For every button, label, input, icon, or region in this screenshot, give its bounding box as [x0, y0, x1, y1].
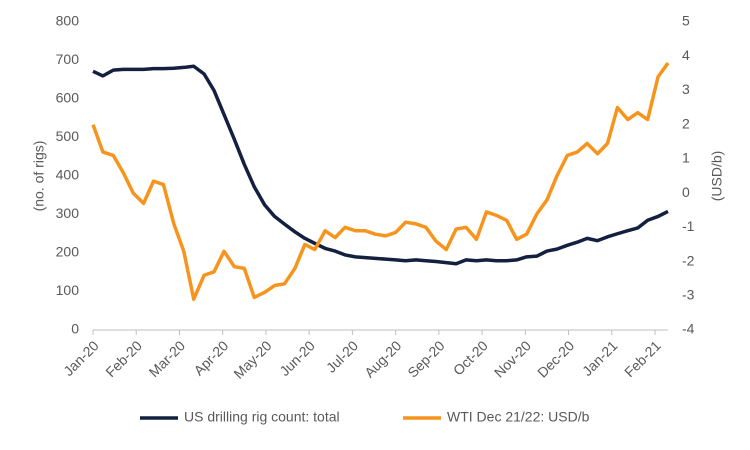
- series-line: [92, 64, 669, 266]
- y-tick-label: 100: [56, 282, 80, 298]
- series-line: [91, 62, 670, 301]
- y-tick-label: 500: [56, 128, 80, 144]
- y-tick-label: 800: [56, 13, 80, 29]
- x-tick-label: Sep-20: [404, 337, 447, 380]
- y-tick-label: 600: [56, 90, 80, 106]
- x-tick-label: Nov-20: [491, 337, 534, 380]
- x-tick-label: Oct-20: [450, 337, 491, 378]
- y-tick-label: 200: [56, 244, 80, 260]
- y-axis-label: (no. of rigs): [31, 141, 47, 212]
- y2-tick-label: 4: [682, 47, 690, 63]
- y-tick-label: 0: [71, 321, 79, 337]
- y2-tick-label: -4: [682, 321, 695, 337]
- x-tick-label: Feb-21: [621, 337, 664, 380]
- y2-tick-label: 2: [682, 115, 690, 131]
- x-tick-label: May-20: [230, 337, 274, 381]
- y-tick-label: 400: [56, 167, 80, 183]
- x-tick-label: Aug-20: [361, 337, 404, 380]
- y-tick-label: 300: [56, 205, 80, 221]
- y2-tick-label: 3: [682, 81, 690, 97]
- x-tick-label: Jul-20: [323, 337, 361, 375]
- y2-axis-label: (USD/b): [709, 151, 725, 202]
- y-tick-label: 700: [56, 51, 80, 67]
- x-tick-label: Feb-20: [102, 337, 145, 380]
- y2-tick-label: -2: [682, 252, 695, 268]
- x-tick-label: Jan-20: [60, 337, 102, 379]
- x-tick-label: Dec-20: [534, 337, 577, 380]
- y2-tick-label: 1: [682, 150, 690, 166]
- y2-tick-label: -1: [682, 218, 695, 234]
- x-tick-label: Jan-21: [579, 337, 621, 379]
- y2-tick-label: 0: [682, 184, 690, 200]
- x-tick-label: Mar-20: [146, 337, 189, 380]
- x-tick-label: Apr-20: [190, 337, 231, 378]
- legend-label: WTI Dec 21/22: USD/b: [447, 409, 590, 425]
- legend-label: US drilling rig count: total: [184, 409, 340, 425]
- y2-tick-label: 5: [682, 13, 690, 29]
- y2-tick-label: -3: [682, 286, 695, 302]
- x-tick-label: Jun-20: [276, 337, 318, 379]
